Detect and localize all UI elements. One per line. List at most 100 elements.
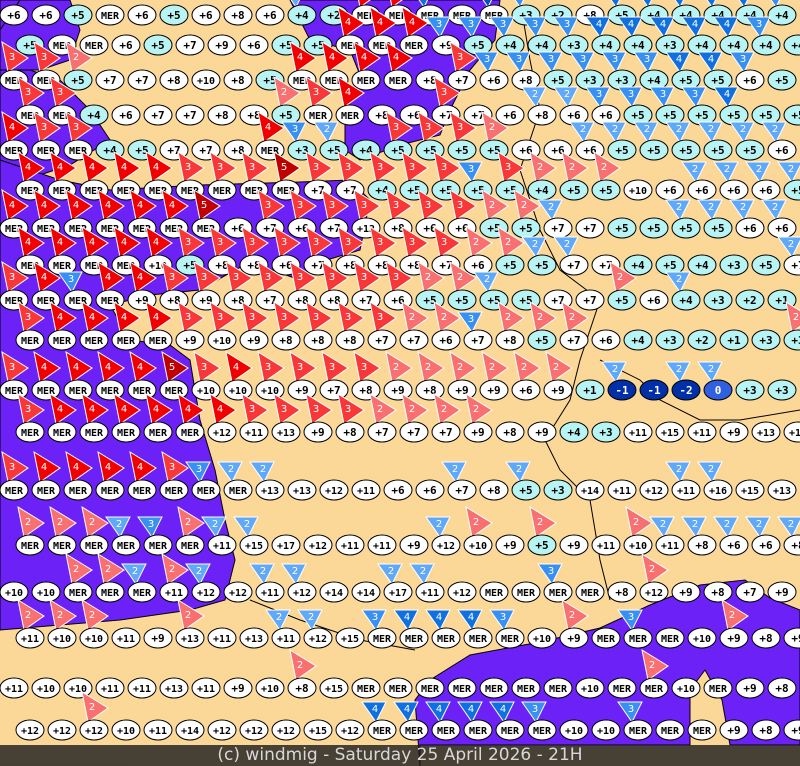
wind-force-label: 3 xyxy=(441,162,447,173)
sea-label: MER xyxy=(325,76,344,87)
temperature-ellipse xyxy=(207,421,237,443)
temperature-marker: 3+4 xyxy=(521,16,557,56)
temperature-ellipse xyxy=(623,719,653,741)
wind-force-label: 3 xyxy=(644,54,650,65)
temperature-marker: 2+5 xyxy=(527,300,557,351)
temperature-label: +5 xyxy=(519,222,532,235)
wind-force-label: 5 xyxy=(169,362,175,373)
sea-label: MER xyxy=(149,186,168,197)
wind-force-label: 2 xyxy=(196,566,202,577)
temperature-marker: +7 xyxy=(159,139,189,161)
temperature-ellipse xyxy=(575,581,605,603)
sea-label: MER xyxy=(485,684,504,695)
temperature-ellipse xyxy=(655,329,685,351)
temperature-label: +9 xyxy=(295,384,308,397)
temperature-label: +2 xyxy=(743,294,756,307)
temperature-ellipse xyxy=(495,534,525,556)
sea-label: MER xyxy=(629,726,648,737)
temperature-ellipse xyxy=(47,421,77,443)
wind-arrow-southwest-icon xyxy=(641,648,669,681)
sea-label: MER xyxy=(5,224,24,235)
wind-arrow-northeast-icon xyxy=(489,609,515,631)
temperature-marker: 2+6 xyxy=(761,121,797,161)
temperature-marker: +15 xyxy=(335,627,365,649)
temperature-ellipse xyxy=(527,104,557,126)
wind-arrow-northeast-icon xyxy=(697,199,723,221)
sea-label: MER xyxy=(373,41,392,52)
temperature-ellipse xyxy=(255,479,285,501)
temperature-marker: 2+7 xyxy=(367,392,397,443)
wind-force-label: 3 xyxy=(548,54,554,65)
sea-label: MER xyxy=(293,76,312,87)
temperature-label: +6 xyxy=(471,259,485,272)
wind-arrow-northeast-icon xyxy=(777,236,800,258)
wind-arrow-southwest-icon xyxy=(481,350,509,383)
temperature-label: +4 xyxy=(567,426,581,439)
wind-arrow-northeast-icon xyxy=(642,0,653,8)
wind-force-label: 3 xyxy=(516,54,522,65)
temperature-ellipse xyxy=(191,69,221,91)
sea-label: MER xyxy=(165,224,184,235)
wind-arrow-southwest-icon xyxy=(1,350,29,383)
wind-arrow-southwest-icon xyxy=(177,392,205,425)
temperature-label: +5 xyxy=(135,144,148,157)
wind-arrow-southwest-icon xyxy=(97,260,125,293)
copyright-footer: (c) windmig - Saturday 25 April 2026 - 2… xyxy=(0,745,800,766)
temperature-marker: 2+12 xyxy=(281,563,317,603)
temperature-label: +5 xyxy=(647,144,660,157)
temperature-label: +6 xyxy=(663,184,677,197)
temperature-ellipse xyxy=(607,217,637,239)
temperature-marker: 4+12 xyxy=(207,392,237,443)
temperature-marker: 3+8 xyxy=(383,188,413,239)
temperature-label: -1 xyxy=(647,384,661,397)
temperature-marker: +12 xyxy=(15,719,45,741)
wind-force-label: 4 xyxy=(153,312,159,323)
temperature-marker: +9 xyxy=(559,534,589,556)
temperature-label: +3 xyxy=(583,74,596,87)
temperature-label: +7 xyxy=(327,384,340,397)
temperature-ellipse xyxy=(735,289,765,311)
sea-label: MER xyxy=(37,224,56,235)
temperature-label: +5 xyxy=(727,109,740,122)
temperature-marker: +14 xyxy=(175,719,205,741)
wind-arrow-northeast-icon xyxy=(617,16,643,38)
temperature-label: +6 xyxy=(295,222,309,235)
temperature-label: +9 xyxy=(567,632,580,645)
temperature-marker: +6 xyxy=(31,4,61,26)
temperature-label: +11 xyxy=(133,684,151,695)
wind-force-label: 4 xyxy=(692,19,698,30)
temperature-label: +8 xyxy=(167,74,180,87)
wind-arrow-northeast-icon xyxy=(521,16,547,38)
temperature-label: +7 xyxy=(151,109,164,122)
temperature-marker: +9 xyxy=(399,534,429,556)
temperature-ellipse xyxy=(495,421,525,443)
temperature-ellipse xyxy=(463,627,493,649)
wind-arrow-northeast-icon xyxy=(377,563,403,585)
temperature-marker: 2+13 xyxy=(175,598,205,649)
temperature-marker: +5 xyxy=(655,254,685,276)
temperature-marker: 20 xyxy=(697,361,733,401)
wind-arrow-southwest-icon xyxy=(337,300,365,333)
temperature-marker: 2+5 xyxy=(63,40,93,91)
sea-label: MER xyxy=(21,111,40,122)
wind-arrow-southwest-icon xyxy=(65,350,93,383)
temperature-label: +6 xyxy=(487,74,501,87)
wind-arrow-southwest-icon xyxy=(49,392,77,425)
wind-force-label: 2 xyxy=(724,164,730,175)
wind-arrow-northeast-icon xyxy=(761,121,787,143)
wind-arrow-northeast-icon xyxy=(505,51,531,73)
temperature-label: +5 xyxy=(327,144,340,157)
wind-force-label: 2 xyxy=(660,519,666,530)
temperature-label: +8 xyxy=(487,484,500,497)
temperature-ellipse xyxy=(671,379,701,401)
temperature-label: +11 xyxy=(245,428,263,439)
temperature-label: +7 xyxy=(199,144,212,157)
wind-arrow-northeast-icon xyxy=(745,16,771,38)
temperature-ellipse xyxy=(703,379,733,401)
wind-arrow-southwest-icon xyxy=(113,150,141,183)
